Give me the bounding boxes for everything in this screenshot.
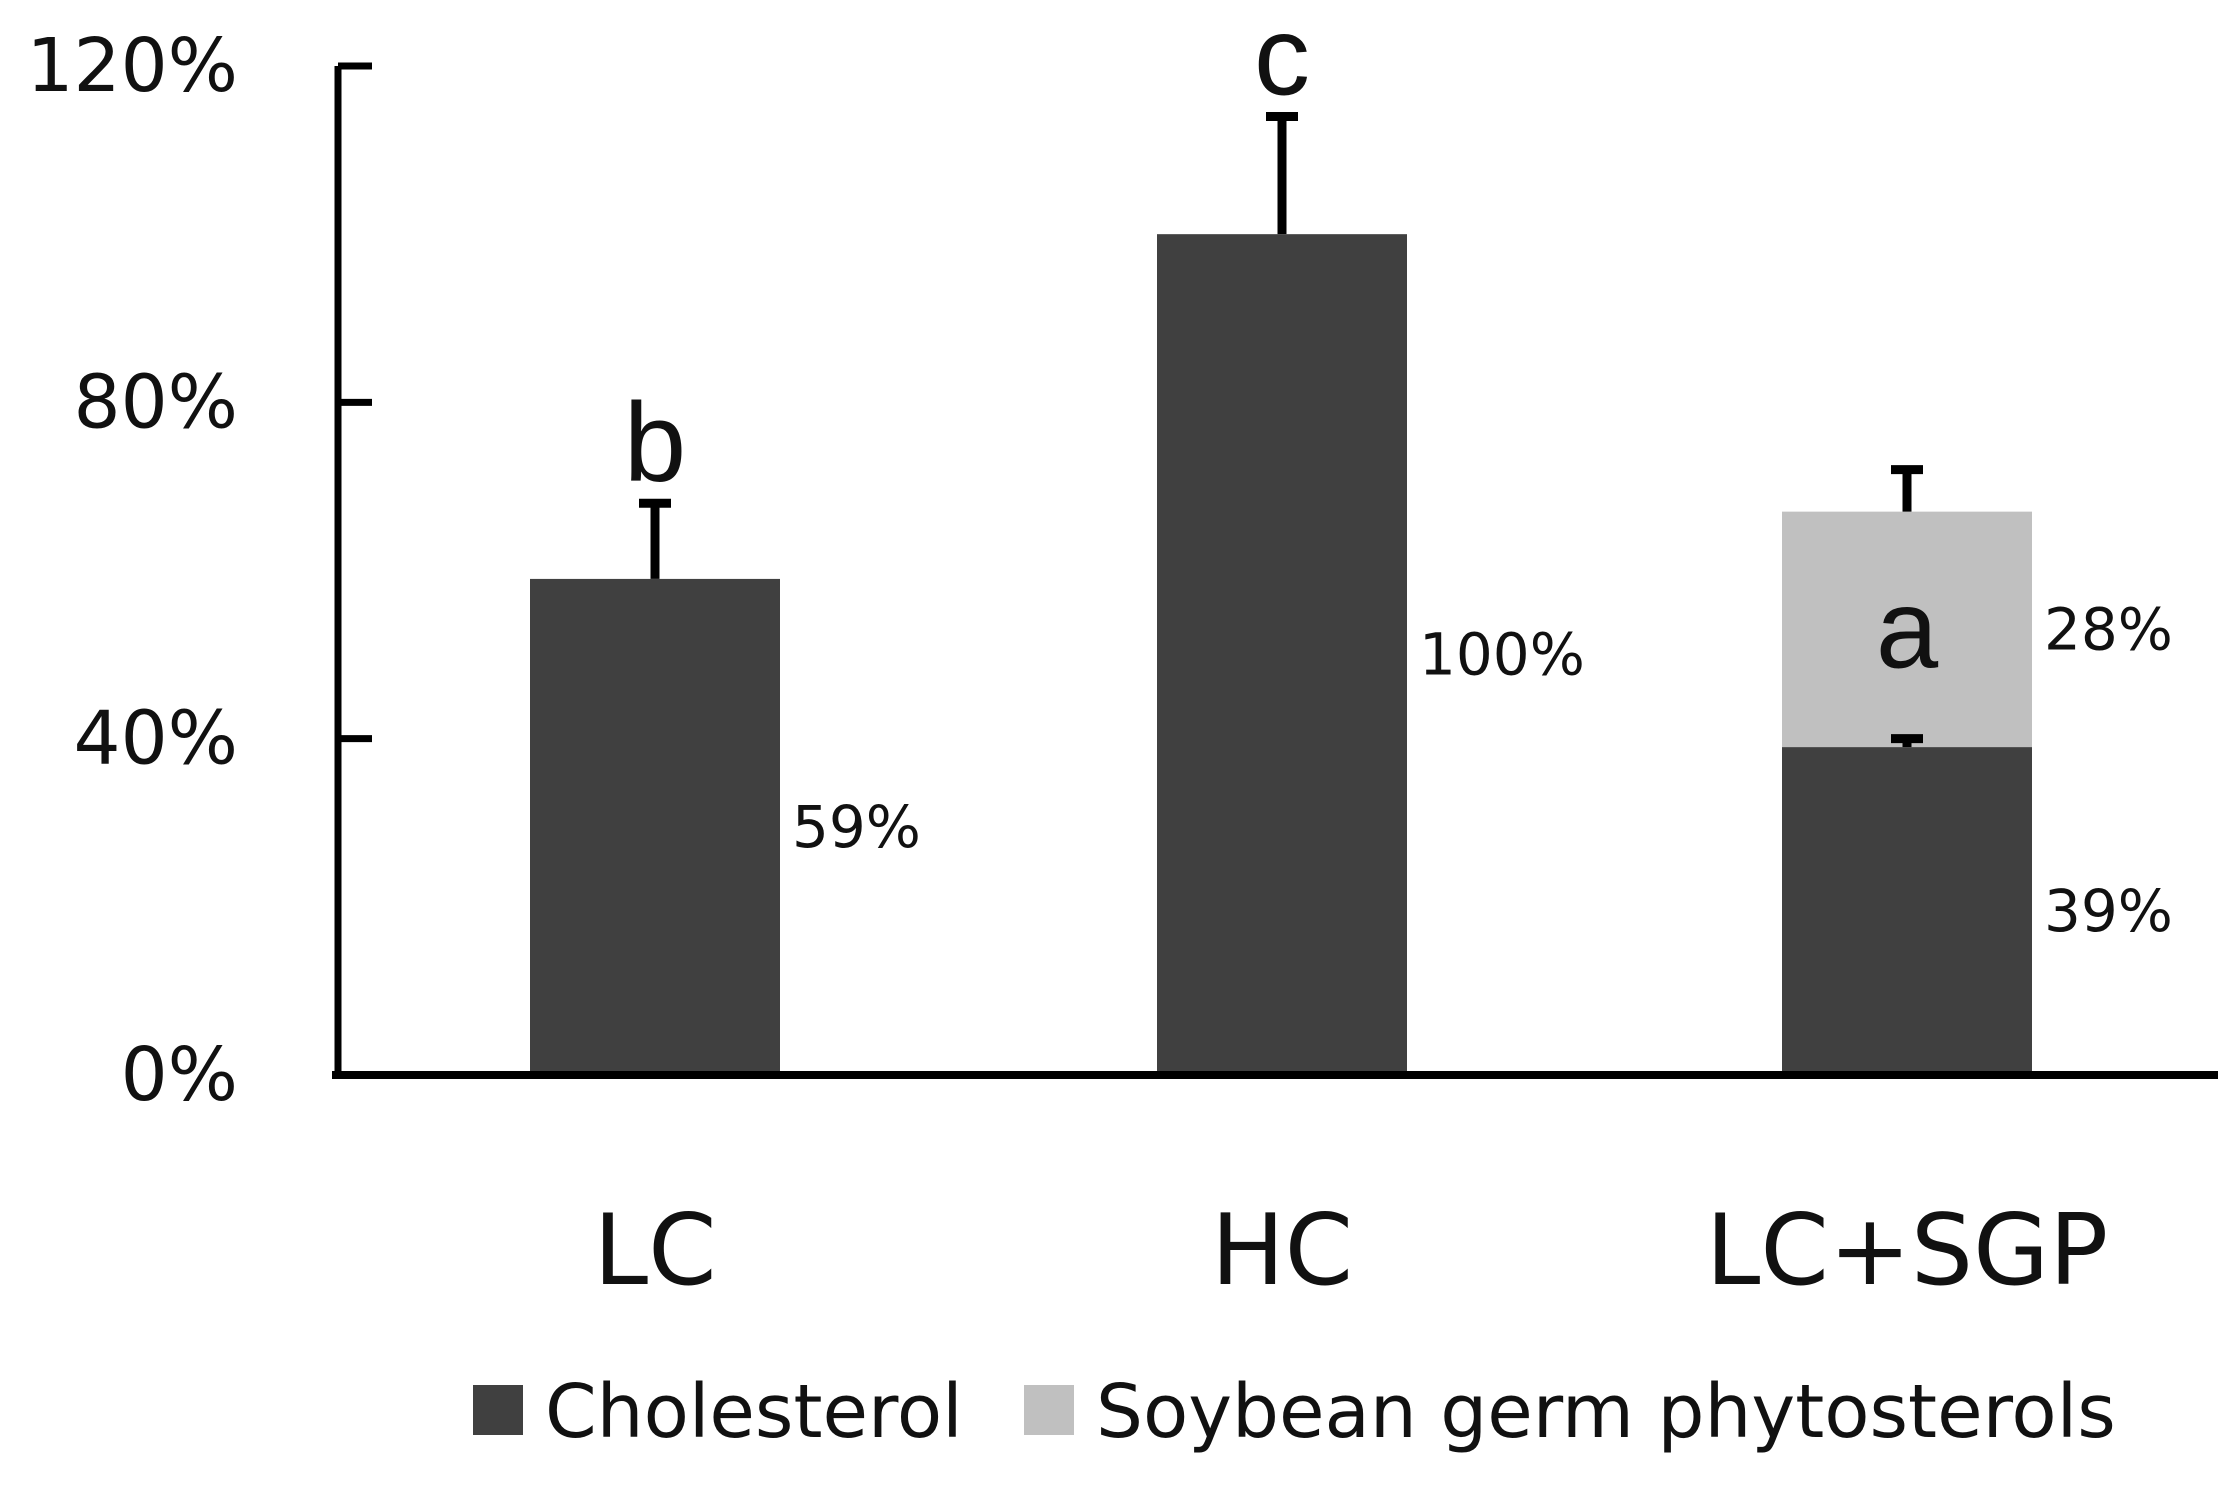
bar-hc-cholesterol	[1157, 234, 1407, 1075]
value-label: 100%	[1419, 621, 1585, 689]
y-tick-label: 120%	[26, 23, 238, 109]
error-bars	[639, 111, 1923, 748]
significance-letters: b c a	[624, 0, 1939, 691]
value-labels: 59% 100% 39% 28%	[792, 595, 2173, 945]
value-label: 28%	[2044, 595, 2173, 663]
bar-lc-sgp-phytosterols	[1782, 511, 2032, 748]
y-tick-label: 80%	[74, 359, 238, 445]
bar-lc-cholesterol	[530, 578, 780, 1075]
y-axis: 0% 40% 80% 120%	[26, 23, 372, 1118]
legend: Cholesterol Soybean germ phytosterols	[473, 1369, 2116, 1455]
significance-letter: a	[1876, 566, 1939, 691]
value-label: 39%	[2044, 877, 2173, 945]
legend-swatch	[1024, 1385, 1074, 1435]
x-tick-label: LC	[593, 1194, 716, 1308]
y-tick-label: 40%	[74, 696, 238, 782]
bar-lc-sgp-cholesterol	[1782, 747, 2032, 1075]
value-label: 59%	[792, 793, 921, 861]
x-axis: LC HC LC+SGP	[332, 1071, 2218, 1308]
significance-letter: c	[1254, 0, 1310, 118]
legend-label: Cholesterol	[545, 1369, 963, 1455]
bars	[530, 234, 2032, 1075]
significance-letter: b	[624, 380, 686, 505]
legend-label: Soybean germ phytosterols	[1096, 1369, 2116, 1455]
x-tick-label: HC	[1211, 1194, 1353, 1308]
y-tick-label: 0%	[121, 1032, 238, 1118]
legend-swatch	[473, 1385, 523, 1435]
x-tick-label: LC+SGP	[1706, 1194, 2108, 1308]
